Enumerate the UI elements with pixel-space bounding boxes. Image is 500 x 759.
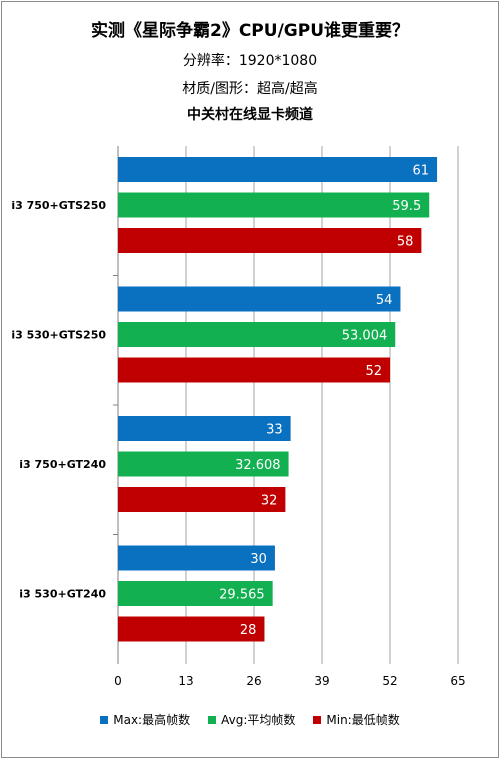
bar-0-2 <box>118 416 291 441</box>
bar-value-label-0-0: 61 <box>413 164 430 179</box>
bar-0-3 <box>118 545 275 571</box>
bar-value-label-2-3: 28 <box>240 623 257 638</box>
x-tick-label-3: 39 <box>314 674 329 688</box>
legend-item-avg: Avg:平均帧数 <box>208 711 295 728</box>
legend: Max:最高帧数 Avg:平均帧数 Min:最低帧数 <box>0 711 500 728</box>
legend-swatch-max <box>100 715 109 724</box>
x-tick-label-2: 26 <box>246 674 261 688</box>
bar-1-0 <box>118 192 430 218</box>
category-label-2: i3 750+GT240 <box>19 458 106 471</box>
category-label-0: i3 750+GTS250 <box>11 199 106 212</box>
bar-value-label-2-2: 32 <box>261 494 278 509</box>
legend-swatch-min <box>313 715 322 724</box>
bar-0-0 <box>118 157 438 182</box>
bar-1-3 <box>118 581 273 606</box>
bar-value-label-0-3: 30 <box>250 552 267 567</box>
legend-label-min: Min:最低帧数 <box>326 713 400 727</box>
x-tick-label-5: 65 <box>450 674 465 688</box>
resolution-subtitle: 分辨率：1920*1080 <box>182 53 318 69</box>
legend-item-min: Min:最低帧数 <box>313 711 400 728</box>
x-tick-label-4: 52 <box>382 674 397 688</box>
quality-subtitle: 材质/图形：超高/超高 <box>182 81 318 97</box>
bar-value-label-0-2: 33 <box>266 423 283 438</box>
bar-value-label-1-1: 53.004 <box>342 329 388 344</box>
bar-value-label-2-1: 52 <box>365 364 382 379</box>
source-subtitle: 中关村在线显卡频道 <box>187 107 313 123</box>
category-label-3: i3 530+GT240 <box>19 588 106 601</box>
legend-swatch-avg <box>208 715 217 724</box>
bar-value-label-1-2: 32.608 <box>235 458 281 473</box>
bar-1-1 <box>118 322 396 347</box>
legend-label-avg: Avg:平均帧数 <box>221 713 296 727</box>
bar-1-2 <box>118 451 289 477</box>
bar-value-label-2-0: 58 <box>397 235 414 250</box>
chart-title: 实测《星际争霸2》CPU/GPU谁更重要？ <box>91 21 409 41</box>
bar-2-3 <box>118 616 265 642</box>
legend-item-max: Max:最高帧数 <box>100 711 190 728</box>
legend-label-max: Max:最高帧数 <box>113 713 191 727</box>
bar-0-1 <box>118 286 401 312</box>
bar-2-1 <box>118 357 390 383</box>
bar-2-2 <box>118 487 286 512</box>
bar-value-label-1-3: 29.565 <box>219 588 265 603</box>
category-label-1: i3 530+GTS250 <box>11 329 106 342</box>
bar-value-label-1-0: 59.5 <box>392 199 421 214</box>
bar-2-0 <box>118 228 422 253</box>
x-tick-label-1: 13 <box>178 674 193 688</box>
bar-value-label-0-1: 54 <box>376 293 393 308</box>
x-tick-label-0: 0 <box>114 674 122 688</box>
